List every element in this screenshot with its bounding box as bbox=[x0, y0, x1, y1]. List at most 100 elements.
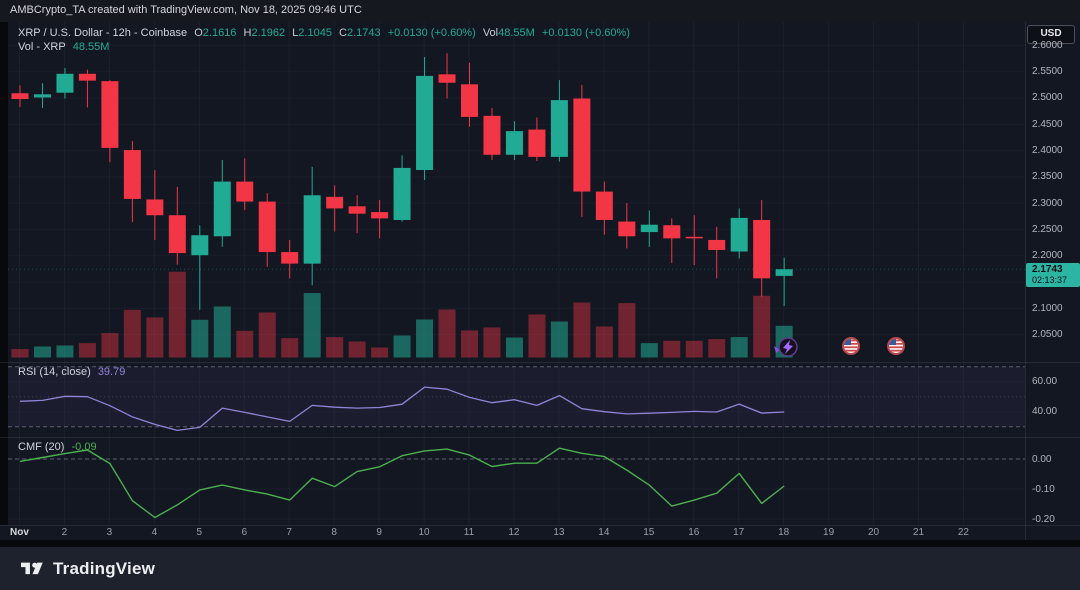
candle-body bbox=[618, 221, 636, 237]
cmf-value: -0.09 bbox=[71, 441, 97, 453]
volume-series-value: 48.55M bbox=[72, 41, 110, 53]
time-axis-label: 17 bbox=[733, 527, 745, 538]
price-axis-label: 2.1000 bbox=[1032, 302, 1063, 314]
change-value-2: +0.0130 (+0.60%) bbox=[541, 27, 630, 39]
candle-body bbox=[326, 196, 344, 209]
volume-bar bbox=[483, 327, 501, 358]
volume-bar bbox=[618, 303, 636, 358]
candle-body bbox=[393, 167, 411, 220]
time-axis-label: 9 bbox=[376, 527, 382, 538]
candle-countdown: 02:13:37 bbox=[1032, 275, 1068, 285]
time-axis-label: 14 bbox=[598, 527, 610, 538]
candle-body bbox=[236, 181, 254, 202]
calendar-event-flag-icon[interactable] bbox=[887, 337, 905, 355]
rsi-label: RSI (14, close) bbox=[18, 366, 91, 378]
time-axis-label: Nov bbox=[10, 527, 29, 538]
price-axis-label: 2.2500 bbox=[1032, 223, 1063, 235]
volume-bar bbox=[303, 293, 321, 358]
volume-bar bbox=[550, 321, 568, 358]
calendar-event-flag-icon[interactable] bbox=[842, 337, 860, 355]
volume-bar bbox=[753, 295, 771, 358]
volume-bar bbox=[168, 271, 186, 358]
cmf-axis-label: 0.00 bbox=[1032, 453, 1052, 465]
volume-bar bbox=[213, 306, 231, 358]
cmf-axis-label: -0.20 bbox=[1032, 513, 1055, 525]
candle-body bbox=[708, 239, 726, 250]
volume-bar bbox=[236, 330, 254, 358]
volume-bar bbox=[685, 340, 703, 358]
volume-bar bbox=[371, 347, 389, 358]
candle-body bbox=[640, 224, 658, 233]
candle-body bbox=[528, 129, 546, 157]
candle-body bbox=[56, 73, 74, 93]
volume-bar bbox=[78, 343, 96, 358]
candle-body bbox=[438, 74, 456, 83]
rsi-axis-label: 40.00 bbox=[1032, 406, 1058, 418]
open-value: 2.1616 bbox=[202, 27, 237, 39]
candle-body bbox=[685, 236, 703, 239]
volume-bar bbox=[438, 309, 456, 358]
volume-legend[interactable]: Vol - XRP 48.55M bbox=[18, 41, 113, 53]
tradingview-logo-icon[interactable] bbox=[21, 560, 44, 578]
volume-bar bbox=[146, 317, 164, 358]
candle-body bbox=[213, 181, 231, 237]
candle-body bbox=[123, 150, 141, 199]
candle-body bbox=[258, 201, 276, 253]
price-axis-label: 2.6000 bbox=[1032, 39, 1063, 51]
time-axis-label: 7 bbox=[286, 527, 292, 538]
rsi-legend[interactable]: RSI (14, close) 39.79 bbox=[18, 366, 129, 378]
candle-body bbox=[11, 93, 29, 100]
time-axis-label: 6 bbox=[241, 527, 248, 538]
price-axis-label: 2.4500 bbox=[1032, 118, 1063, 130]
last-price-value: 2.1743 bbox=[1032, 264, 1063, 275]
flash-event-icon[interactable] bbox=[774, 337, 798, 357]
time-axis-label: 8 bbox=[331, 527, 337, 538]
candle-body bbox=[168, 215, 186, 254]
time-axis-label: 16 bbox=[688, 527, 700, 538]
candle-body bbox=[505, 131, 523, 155]
close-value: 2.1743 bbox=[346, 27, 381, 39]
candle-body bbox=[348, 206, 366, 214]
time-axis-label: 22 bbox=[957, 527, 969, 538]
candle-body bbox=[33, 94, 51, 98]
volume-bar bbox=[528, 314, 546, 358]
currency-toggle-button[interactable]: USD bbox=[1027, 25, 1075, 44]
footer-bar: TradingView bbox=[0, 547, 1080, 590]
volume-bar bbox=[326, 337, 344, 358]
price-axis-label: 2.3500 bbox=[1032, 171, 1063, 183]
candle-body bbox=[595, 191, 613, 220]
price-axis-label: 2.0500 bbox=[1032, 329, 1063, 341]
rsi-value: 39.79 bbox=[97, 366, 126, 378]
rsi-line bbox=[19, 386, 785, 432]
volume-bar bbox=[595, 326, 613, 358]
volume-bar bbox=[416, 319, 434, 358]
volume-bar bbox=[505, 337, 523, 358]
cmf-legend[interactable]: CMF (20) -0.09 bbox=[18, 441, 101, 453]
price-axis-label: 2.4000 bbox=[1032, 145, 1063, 157]
price-axis-label: 2.2000 bbox=[1032, 250, 1063, 262]
candle-body bbox=[730, 217, 748, 252]
candle-body bbox=[416, 75, 434, 171]
volume-bar bbox=[281, 338, 299, 358]
symbol-title: XRP / U.S. Dollar - 12h - Coinbase bbox=[18, 27, 188, 39]
candle-body bbox=[281, 252, 299, 264]
volume-bar bbox=[258, 312, 276, 358]
volume-bar bbox=[573, 302, 591, 358]
candle-body bbox=[550, 100, 568, 157]
time-axis-label: 21 bbox=[912, 527, 925, 538]
cmf-label: CMF (20) bbox=[18, 441, 65, 453]
symbol-legend[interactable]: XRP / U.S. Dollar - 12h - Coinbase O2.16… bbox=[18, 27, 634, 39]
candle-body bbox=[753, 219, 771, 279]
time-axis-label: 12 bbox=[508, 527, 520, 538]
volume-label: Vol bbox=[482, 27, 499, 39]
volume-bar bbox=[101, 333, 119, 358]
volume-bar bbox=[33, 346, 51, 358]
time-axis-label: 10 bbox=[418, 527, 430, 538]
price-axis-label: 2.5000 bbox=[1032, 92, 1063, 104]
tradingview-logo-text[interactable]: TradingView bbox=[53, 558, 156, 578]
candle-body bbox=[101, 81, 119, 148]
header-bar: AMBCrypto_TA created with TradingView.co… bbox=[0, 0, 1080, 22]
volume-bar bbox=[56, 345, 74, 358]
high-label: H bbox=[243, 27, 252, 39]
